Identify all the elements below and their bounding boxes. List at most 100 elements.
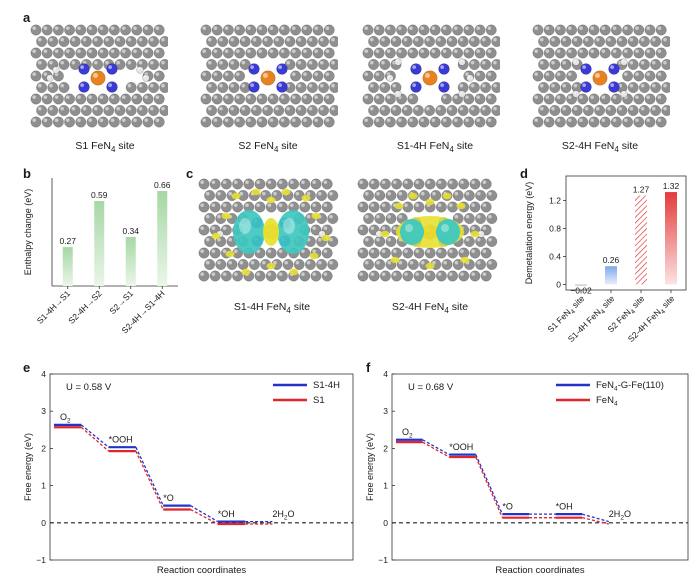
carbon-atom-highlight xyxy=(420,49,424,53)
carbon-atom xyxy=(206,105,218,117)
nitrogen-atom-highlight xyxy=(250,65,254,69)
carbon-atom xyxy=(452,116,464,128)
carbon-atom xyxy=(560,36,572,47)
carbon-atom-highlight xyxy=(425,37,430,42)
carbon-atom xyxy=(480,178,492,190)
carbon-atom xyxy=(384,47,396,59)
carbon-atom-highlight xyxy=(303,26,307,30)
lattice xyxy=(30,24,171,128)
carbon-atom-highlight xyxy=(317,237,322,242)
charge-accumulation-lobe xyxy=(281,188,291,196)
carbon-atom xyxy=(125,36,137,47)
carbon-atom-highlight xyxy=(425,106,430,111)
carbon-atom xyxy=(69,36,81,47)
carbon-atom-highlight xyxy=(420,191,425,196)
carbon-atom xyxy=(41,24,53,36)
carbon-atom-highlight xyxy=(387,191,391,196)
carbon-atom xyxy=(153,70,165,82)
carbon-atom-highlight xyxy=(437,203,442,207)
carbon-atom-highlight xyxy=(241,106,246,111)
carbon-atom-highlight xyxy=(233,203,238,207)
carbon-atom-highlight xyxy=(476,237,481,242)
carbon-atom-highlight xyxy=(562,83,566,88)
charge-accumulation-lobe xyxy=(301,194,311,202)
carbon-atom xyxy=(463,47,475,59)
carbon-atom-highlight xyxy=(213,72,218,76)
carbon-atom xyxy=(627,36,639,47)
carbon-atom xyxy=(41,47,53,59)
carbon-atom-highlight xyxy=(105,60,109,65)
carbon-atom xyxy=(457,105,469,117)
carbon-atom xyxy=(491,105,503,117)
carbon-atom xyxy=(407,24,419,36)
carbon-atom xyxy=(599,24,611,36)
carbon-atom xyxy=(650,81,662,93)
carbon-atom xyxy=(463,190,475,201)
carbon-atom-highlight xyxy=(239,260,244,265)
carbon-atom-highlight xyxy=(77,49,81,53)
value-label-1: 0.59 xyxy=(91,190,108,200)
carbon-atom xyxy=(655,93,667,105)
s1-4h-fen4-structure-image xyxy=(362,24,503,128)
carbon-atom xyxy=(402,270,414,282)
carbon-atom xyxy=(368,36,380,47)
carbon-atom xyxy=(661,36,673,47)
carbon-atom-highlight xyxy=(65,118,70,122)
carbon-atom-highlight xyxy=(60,60,64,65)
carbon-atom-highlight xyxy=(364,49,368,53)
carbon-atom-highlight xyxy=(77,95,81,99)
carbon-atom-highlight xyxy=(269,49,274,53)
carbon-atom xyxy=(435,201,447,213)
charge-depletion-lobe xyxy=(400,219,424,245)
carbon-atom-highlight xyxy=(306,260,311,265)
carbon-atom-highlight xyxy=(323,226,328,230)
carbon-atom-highlight xyxy=(43,95,48,99)
carbon-atom xyxy=(543,70,555,82)
carbon-atom xyxy=(357,247,369,259)
carbon-atom xyxy=(384,116,396,128)
carbon-atom xyxy=(469,178,481,190)
carbon-atom-highlight xyxy=(43,49,48,53)
carbon-atom-highlight xyxy=(556,26,561,30)
carbon-atom xyxy=(323,70,335,82)
carbon-atom-highlight xyxy=(381,60,385,65)
carbon-atom-highlight xyxy=(663,83,667,88)
carbon-atom-highlight xyxy=(370,249,375,253)
nitrogen-atom xyxy=(608,81,620,93)
carbon-atom-highlight xyxy=(460,249,464,253)
x-tick-label-2: S2→S1 xyxy=(107,288,135,316)
carbon-atom-highlight xyxy=(381,249,386,253)
carbon-atom xyxy=(120,116,132,128)
carbon-atom xyxy=(549,81,561,93)
carbon-atom xyxy=(560,58,572,70)
connector-0-0 xyxy=(80,424,110,448)
carbon-atom-highlight xyxy=(364,118,368,122)
carbon-atom xyxy=(475,235,487,247)
carbon-atom-highlight xyxy=(448,106,452,111)
carbon-atom xyxy=(318,36,330,47)
y-tick-label-5: 4 xyxy=(383,369,388,379)
carbon-atom-highlight xyxy=(590,95,594,99)
carbon-atom-highlight xyxy=(219,60,223,65)
nitrogen-atom-highlight xyxy=(108,83,112,87)
carbon-atom xyxy=(384,24,396,36)
carbon-atom xyxy=(486,212,498,224)
carbon-atom xyxy=(265,178,277,190)
carbon-atom-highlight xyxy=(471,272,475,276)
hydrogen-atom xyxy=(458,58,466,66)
carbon-atom-highlight xyxy=(381,203,386,207)
carbon-atom-highlight xyxy=(222,226,227,230)
carbon-atom-highlight xyxy=(263,106,268,111)
carbon-atom xyxy=(616,36,628,47)
carbon-atom xyxy=(237,259,249,271)
carbon-atom-highlight xyxy=(398,214,403,219)
carbon-atom xyxy=(215,190,227,201)
carbon-atom-highlight xyxy=(138,60,143,65)
hydrogen-atom xyxy=(620,90,628,98)
carbon-atom-highlight xyxy=(534,72,538,76)
carbon-atom xyxy=(92,36,104,47)
carbon-atom xyxy=(278,116,290,128)
carbon-atom-highlight xyxy=(207,60,212,65)
carbon-atom xyxy=(276,178,288,190)
carbon-atom-highlight xyxy=(556,95,561,99)
